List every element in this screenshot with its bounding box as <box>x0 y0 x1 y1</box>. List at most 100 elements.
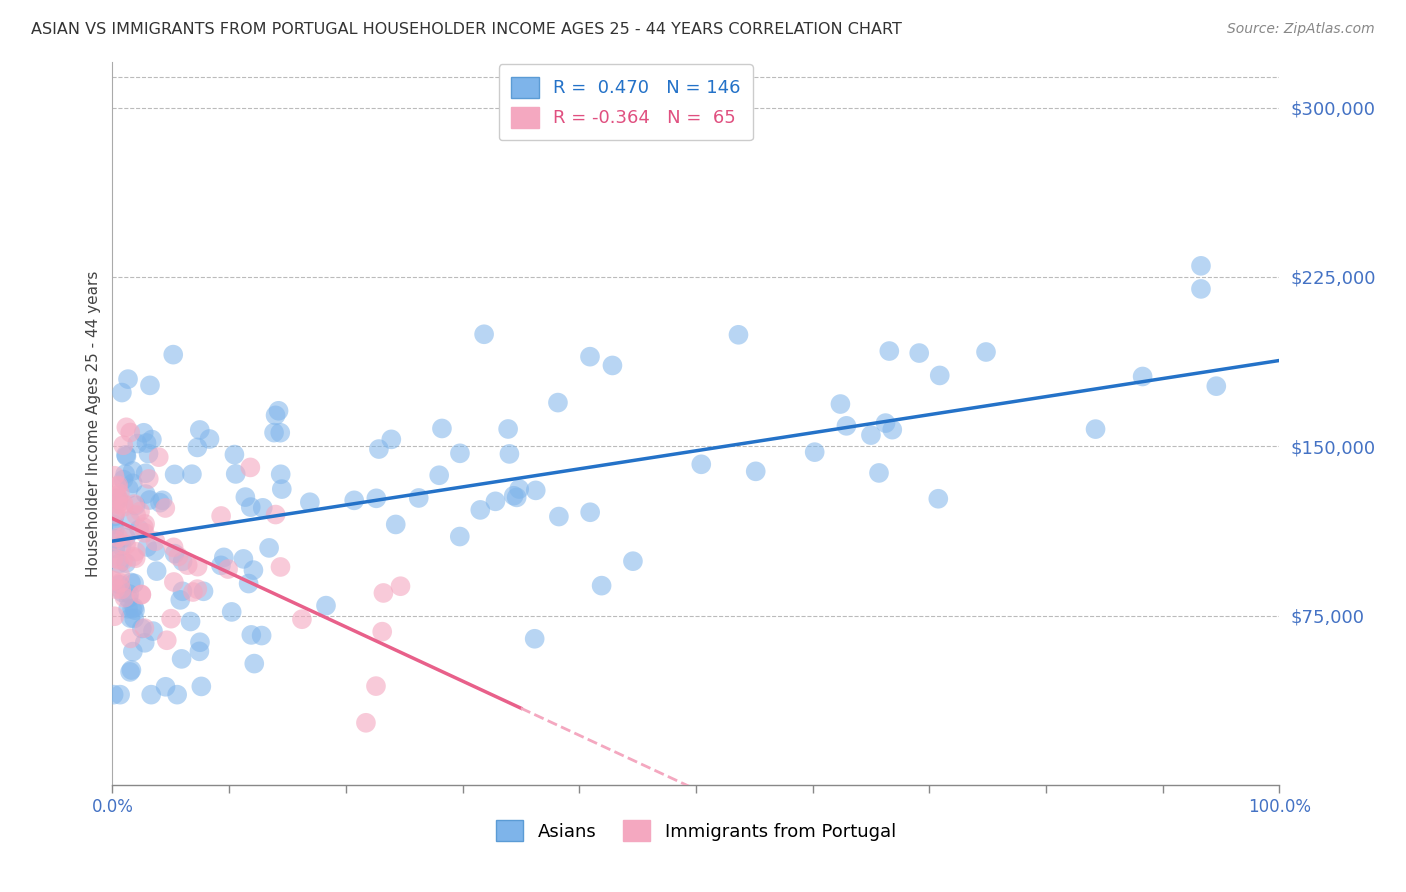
Point <box>176 558 198 573</box>
Point <box>498 447 520 461</box>
Point <box>270 482 292 496</box>
Point <box>104 507 127 521</box>
Point <box>120 632 142 646</box>
Point <box>104 582 127 596</box>
Point <box>120 425 142 440</box>
Point <box>264 409 287 423</box>
Point <box>250 629 273 643</box>
Point <box>269 425 291 440</box>
Point <box>163 467 186 482</box>
Point <box>744 464 766 478</box>
Point <box>690 458 713 472</box>
Text: Source: ZipAtlas.com: Source: ZipAtlas.com <box>1227 22 1375 37</box>
Point <box>115 538 138 552</box>
Point <box>188 644 211 658</box>
Point <box>524 483 547 498</box>
Point <box>127 436 149 450</box>
Point <box>103 468 125 483</box>
Point <box>139 378 162 392</box>
Point <box>103 688 125 702</box>
Point <box>118 513 141 527</box>
Point <box>117 372 139 386</box>
Point <box>187 559 209 574</box>
Point <box>118 482 141 496</box>
Point <box>505 491 527 505</box>
Point <box>291 612 314 626</box>
Point <box>373 586 395 600</box>
Point <box>727 327 749 342</box>
Point <box>579 505 602 519</box>
Point <box>172 554 194 568</box>
Point <box>315 599 337 613</box>
Point <box>138 493 160 508</box>
Point <box>868 466 890 480</box>
Point <box>107 531 129 545</box>
Point <box>135 487 157 501</box>
Point <box>232 552 254 566</box>
Point <box>384 517 406 532</box>
Point <box>141 688 163 702</box>
Point <box>430 421 453 435</box>
Point <box>114 528 136 542</box>
Point <box>107 497 129 511</box>
Point <box>134 516 156 531</box>
Point <box>135 467 157 481</box>
Point <box>118 587 141 601</box>
Point <box>879 344 901 359</box>
Point <box>104 523 127 537</box>
Point <box>124 499 146 513</box>
Point <box>928 368 950 383</box>
Point <box>149 496 172 510</box>
Point <box>162 541 184 555</box>
Point <box>835 418 858 433</box>
Point <box>621 554 644 568</box>
Point <box>115 556 138 570</box>
Point <box>225 467 247 481</box>
Point <box>124 551 146 566</box>
Point <box>121 645 143 659</box>
Point <box>112 497 135 511</box>
Point <box>181 467 204 482</box>
Point <box>155 680 177 694</box>
Point <box>131 622 153 636</box>
Point <box>239 460 262 475</box>
Point <box>145 534 167 549</box>
Point <box>103 609 125 624</box>
Point <box>343 493 366 508</box>
Point <box>908 346 931 360</box>
Point <box>270 467 292 482</box>
Point <box>125 508 148 522</box>
Point <box>180 615 202 629</box>
Point <box>103 517 125 532</box>
Point <box>124 603 146 617</box>
Point <box>104 504 127 518</box>
Point <box>1189 282 1212 296</box>
Point <box>354 715 377 730</box>
Point <box>108 578 131 592</box>
Point <box>408 491 430 505</box>
Point <box>138 447 160 461</box>
Point <box>103 509 125 524</box>
Point <box>803 445 825 459</box>
Point <box>103 574 125 588</box>
Point <box>117 602 139 616</box>
Point <box>136 540 159 554</box>
Point <box>252 500 274 515</box>
Point <box>122 600 145 615</box>
Point <box>104 532 127 546</box>
Point <box>105 491 128 505</box>
Point <box>104 533 127 547</box>
Point <box>110 582 132 597</box>
Point <box>107 552 129 566</box>
Point <box>166 688 188 702</box>
Point <box>172 584 194 599</box>
Point <box>112 500 135 514</box>
Point <box>105 479 128 493</box>
Point <box>107 492 129 507</box>
Point <box>859 428 882 442</box>
Point <box>105 489 128 503</box>
Point <box>132 520 155 534</box>
Point <box>496 422 519 436</box>
Point <box>155 501 177 516</box>
Point <box>449 529 471 543</box>
